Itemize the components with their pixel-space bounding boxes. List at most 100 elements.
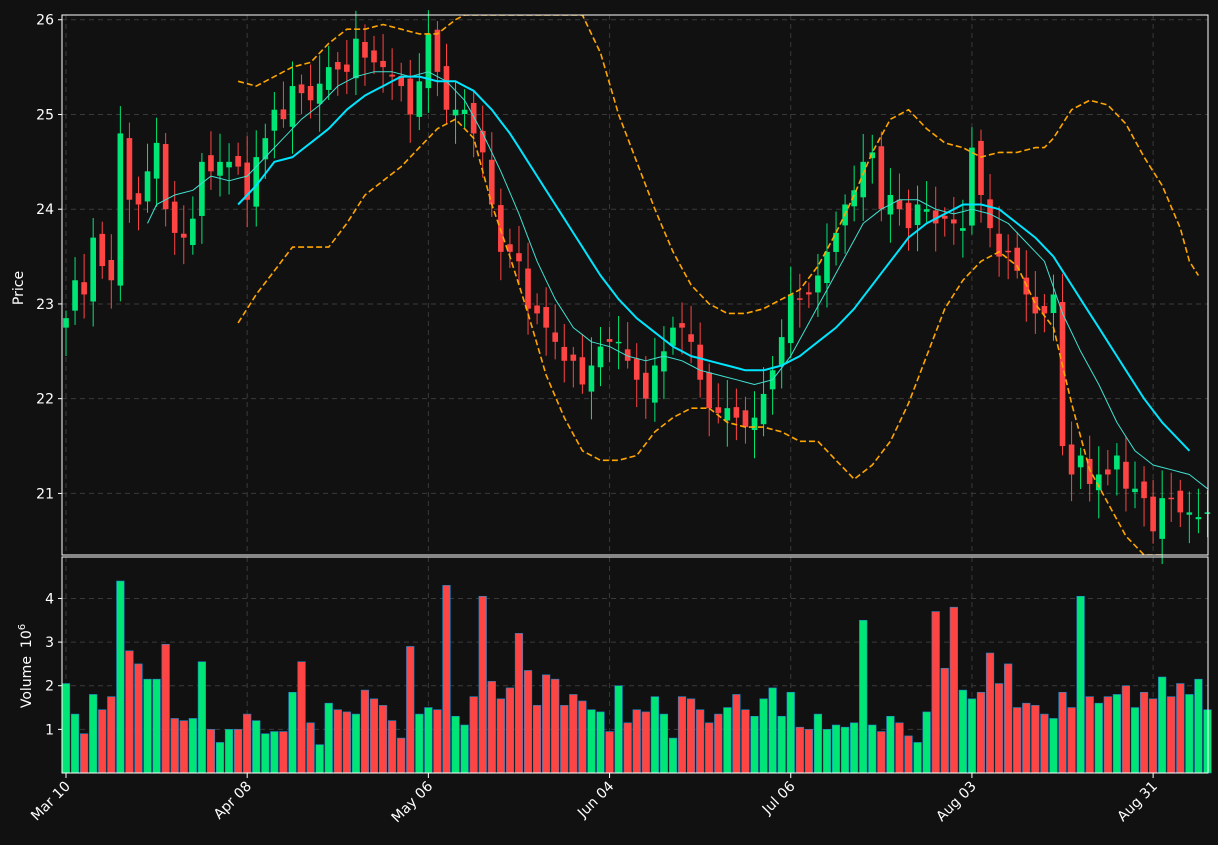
volume-bar xyxy=(1094,702,1103,774)
candle-body xyxy=(217,161,223,176)
volume-bar xyxy=(840,726,850,774)
volume-bar xyxy=(1158,676,1167,774)
volume-bar xyxy=(107,696,116,774)
volume-bar xyxy=(388,720,397,774)
candle-body xyxy=(398,76,405,87)
candle-body xyxy=(878,146,885,210)
candle-body xyxy=(778,337,785,365)
volume-bar xyxy=(1121,685,1131,774)
volume-bar xyxy=(1194,678,1203,774)
candle-body xyxy=(1177,490,1184,513)
volume-bar xyxy=(315,744,324,774)
volume-bar xyxy=(442,585,451,774)
volume-bar xyxy=(922,711,931,774)
volume-bar xyxy=(605,731,614,774)
volume-bar xyxy=(333,709,342,774)
volume-bar xyxy=(614,685,623,774)
volume-bar xyxy=(460,724,469,774)
candle-body xyxy=(561,346,568,361)
volume-bar xyxy=(632,709,641,774)
volume-bar xyxy=(134,663,143,774)
candle-body xyxy=(1132,488,1138,493)
volume-bar xyxy=(1031,705,1040,774)
volume-bar xyxy=(895,722,904,774)
candle-body xyxy=(1005,250,1011,253)
candle-body xyxy=(353,38,359,79)
volume-y-tick-label: 4 xyxy=(45,591,54,607)
volume-bar xyxy=(197,661,206,774)
volume-bar xyxy=(1076,595,1085,774)
volume-bar xyxy=(415,713,424,774)
candle-body xyxy=(1077,455,1084,468)
volume-bar xyxy=(1185,694,1194,774)
candle-body xyxy=(226,161,232,168)
volume-bar xyxy=(641,711,650,774)
candle-body xyxy=(443,66,450,110)
candle-body xyxy=(171,201,178,233)
candle-body xyxy=(325,67,332,90)
volume-bar xyxy=(868,724,877,774)
candle-body xyxy=(815,275,821,293)
candle-body xyxy=(1168,497,1175,500)
volume-bar xyxy=(1149,698,1158,774)
candle-body xyxy=(298,84,305,94)
candle-body xyxy=(1204,512,1211,514)
candle-body xyxy=(742,410,749,428)
candle-body xyxy=(507,244,513,252)
volume-bar xyxy=(80,733,89,774)
candle-body xyxy=(452,109,459,116)
candle-body xyxy=(1150,496,1156,532)
volume-bar xyxy=(70,713,80,774)
candle-body xyxy=(543,307,549,328)
candle-body xyxy=(244,162,250,200)
candle-body xyxy=(796,298,803,300)
volume-bar xyxy=(496,698,505,774)
candle-body xyxy=(63,318,69,328)
price-y-tick-label: 23 xyxy=(36,297,54,313)
volume-bar xyxy=(940,667,949,774)
volume-panel-frame xyxy=(61,556,1209,774)
candle-body xyxy=(932,210,939,224)
candle-body xyxy=(552,332,559,342)
volume-bar xyxy=(1049,718,1058,774)
volume-bar xyxy=(904,735,913,774)
candle-body xyxy=(307,86,314,101)
volume-bar xyxy=(478,595,487,774)
price-panel-frame xyxy=(61,14,1209,556)
candle-body xyxy=(760,393,767,425)
volume-bar xyxy=(777,715,786,774)
volume-bar xyxy=(1022,702,1031,774)
volume-bar xyxy=(759,698,768,774)
volume-bar xyxy=(252,720,261,774)
candle-body xyxy=(344,64,350,72)
volume-bar xyxy=(542,674,551,774)
candle-body xyxy=(787,294,794,344)
candle-body xyxy=(1159,498,1165,539)
candle-body xyxy=(1114,455,1120,470)
price-y-tick-label: 24 xyxy=(36,202,54,218)
volume-bar xyxy=(850,722,859,774)
candle-body xyxy=(1141,481,1147,499)
price-y-tick-label: 21 xyxy=(36,486,54,502)
candle-body xyxy=(851,190,857,207)
volume-bar xyxy=(406,646,415,774)
volume-bar xyxy=(859,619,868,774)
candle-body xyxy=(525,268,531,309)
volume-unit-exponent: 6 xyxy=(17,624,28,630)
candle-body xyxy=(1095,474,1102,491)
indicator-lines xyxy=(147,15,1208,555)
candle-body xyxy=(670,327,676,346)
volume-unit-base: 10 xyxy=(19,630,35,648)
volume-bar xyxy=(1176,683,1185,774)
candle-body xyxy=(824,251,830,284)
volume-bar xyxy=(931,611,940,774)
volume-bars xyxy=(61,580,1212,774)
volume-y-tick-label: 3 xyxy=(45,635,54,651)
candle-body xyxy=(208,155,214,172)
candle-body xyxy=(923,209,930,212)
candle-body xyxy=(117,133,124,286)
volume-bar xyxy=(659,713,669,774)
volume-bar xyxy=(224,729,234,774)
